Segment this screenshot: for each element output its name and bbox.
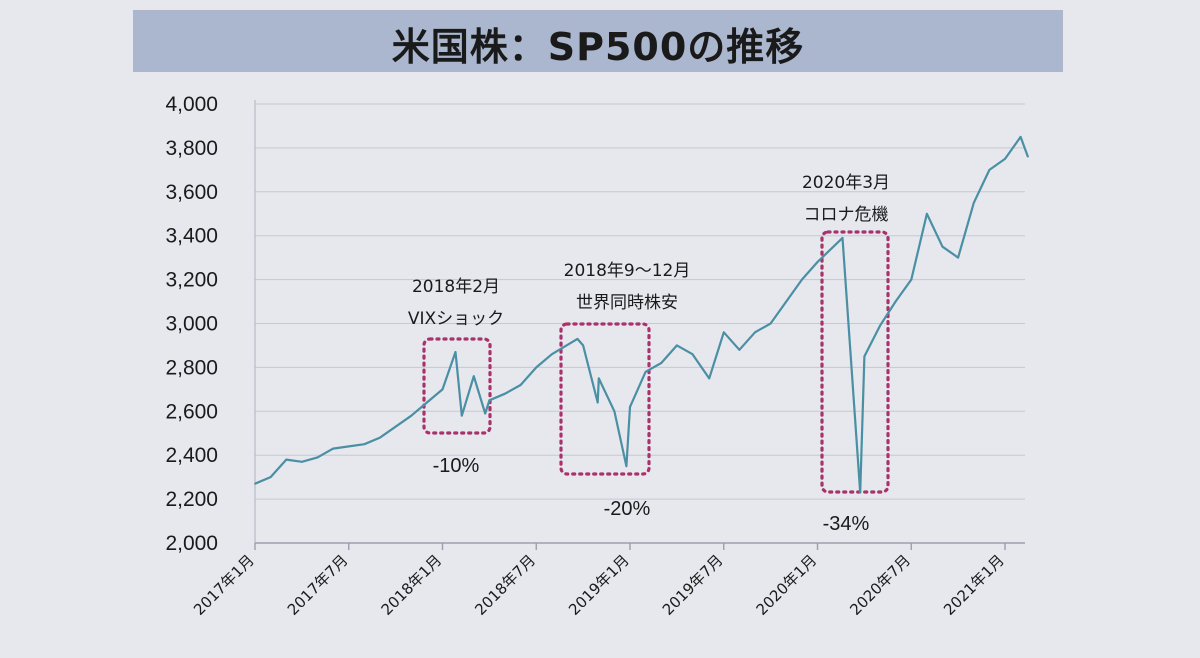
data-point — [722, 331, 725, 334]
annotation-label: 2018年9～12月 — [564, 261, 691, 281]
y-tick-label: 3,200 — [165, 269, 218, 292]
data-point — [394, 425, 397, 428]
data-point — [800, 278, 803, 281]
data-point — [550, 353, 553, 356]
sp500-series-line — [254, 135, 1029, 494]
data-point — [691, 353, 694, 356]
data-point — [1019, 136, 1022, 138]
data-point — [785, 300, 788, 303]
data-point — [269, 476, 272, 479]
highlight-box — [820, 230, 890, 494]
data-point — [957, 256, 960, 259]
data-point — [460, 414, 463, 417]
highlight-box — [559, 322, 651, 476]
x-tick-label: 2018年7月 — [471, 551, 539, 619]
data-point — [613, 410, 616, 413]
data-point — [363, 443, 366, 446]
data-point — [738, 348, 741, 351]
highlight-box — [422, 337, 492, 435]
y-tick-label: 2,800 — [165, 356, 218, 379]
data-point — [441, 388, 444, 391]
data-point — [879, 324, 881, 327]
x-tick-label: 2017年7月 — [284, 551, 352, 619]
data-point — [841, 236, 844, 239]
data-point — [582, 344, 585, 347]
title-bar: 米国株：SP500の推移 — [133, 10, 1063, 72]
y-tick-label: 3,600 — [165, 181, 218, 204]
data-point — [675, 344, 678, 347]
x-tick-label: 2020年1月 — [753, 551, 821, 619]
annotation-label: コロナ危機 — [804, 205, 889, 225]
data-point — [379, 436, 381, 439]
data-point — [504, 392, 506, 395]
highlight-boxes — [422, 230, 890, 494]
data-point — [535, 366, 538, 369]
x-tick-label: 2019年1月 — [565, 551, 633, 619]
data-point — [859, 491, 862, 494]
series-layer — [254, 135, 1029, 494]
data-point — [863, 355, 866, 358]
drawdown-label: -10% — [433, 455, 480, 477]
y-tick-label: 3,400 — [165, 225, 218, 248]
x-tick-label: 2018年1月 — [378, 551, 446, 619]
annotation-label: 2020年3月 — [802, 173, 890, 193]
y-tick-label: 3,000 — [165, 313, 218, 336]
y-tick-label: 2,000 — [165, 532, 218, 555]
data-point — [597, 377, 600, 380]
y-tick-label: 2,600 — [165, 400, 218, 423]
data-point — [254, 482, 256, 485]
data-point — [625, 465, 628, 468]
data-point — [488, 399, 491, 402]
data-point — [332, 447, 335, 450]
data-point — [425, 401, 428, 404]
data-point — [708, 377, 711, 380]
data-point — [519, 384, 522, 386]
data-point — [410, 414, 413, 417]
data-point — [596, 401, 599, 404]
y-tick-label: 3,800 — [165, 137, 218, 160]
data-point — [894, 300, 897, 303]
chart-title: 米国株：SP500の推移 — [391, 25, 805, 69]
data-point — [941, 245, 944, 248]
axes: 2,000 2,200 2,400 2,600 2,800 3,000 3,200 3,400… — [165, 93, 1025, 619]
drawdown-label: -34% — [823, 513, 870, 535]
data-point — [629, 406, 631, 408]
data-point — [769, 322, 772, 325]
data-point — [1004, 157, 1006, 160]
data-point — [454, 351, 457, 353]
annotation-label: VIXショック — [408, 309, 504, 329]
annotation-label: 2018年2月 — [412, 277, 500, 297]
data-point — [988, 168, 991, 171]
data-point — [754, 331, 756, 334]
data-point — [910, 278, 913, 281]
data-point — [472, 375, 475, 378]
data-point — [816, 261, 819, 263]
x-tick-label: 2021年1月 — [940, 551, 1008, 619]
data-point — [300, 460, 303, 463]
x-tick-label: 2017年1月 — [190, 551, 258, 619]
y-tick-label: 4,000 — [165, 93, 218, 116]
grid — [255, 103, 1025, 500]
data-point — [316, 456, 319, 459]
y-tick-label: 2,400 — [165, 444, 218, 467]
data-point — [925, 212, 928, 215]
x-tick-label: 2020年7月 — [846, 551, 914, 619]
data-point — [576, 337, 579, 340]
data-point — [484, 412, 487, 415]
data-point — [1027, 155, 1029, 158]
annotation-label: 世界同時株安 — [576, 293, 678, 313]
x-tick-label: 2019年7月 — [659, 551, 727, 619]
data-point — [347, 445, 350, 448]
drawdown-label: -20% — [604, 498, 651, 520]
data-point — [972, 201, 975, 204]
data-point — [285, 458, 288, 461]
data-point — [644, 370, 647, 373]
data-point — [660, 362, 663, 364]
y-tick-label: 2,200 — [165, 488, 218, 511]
